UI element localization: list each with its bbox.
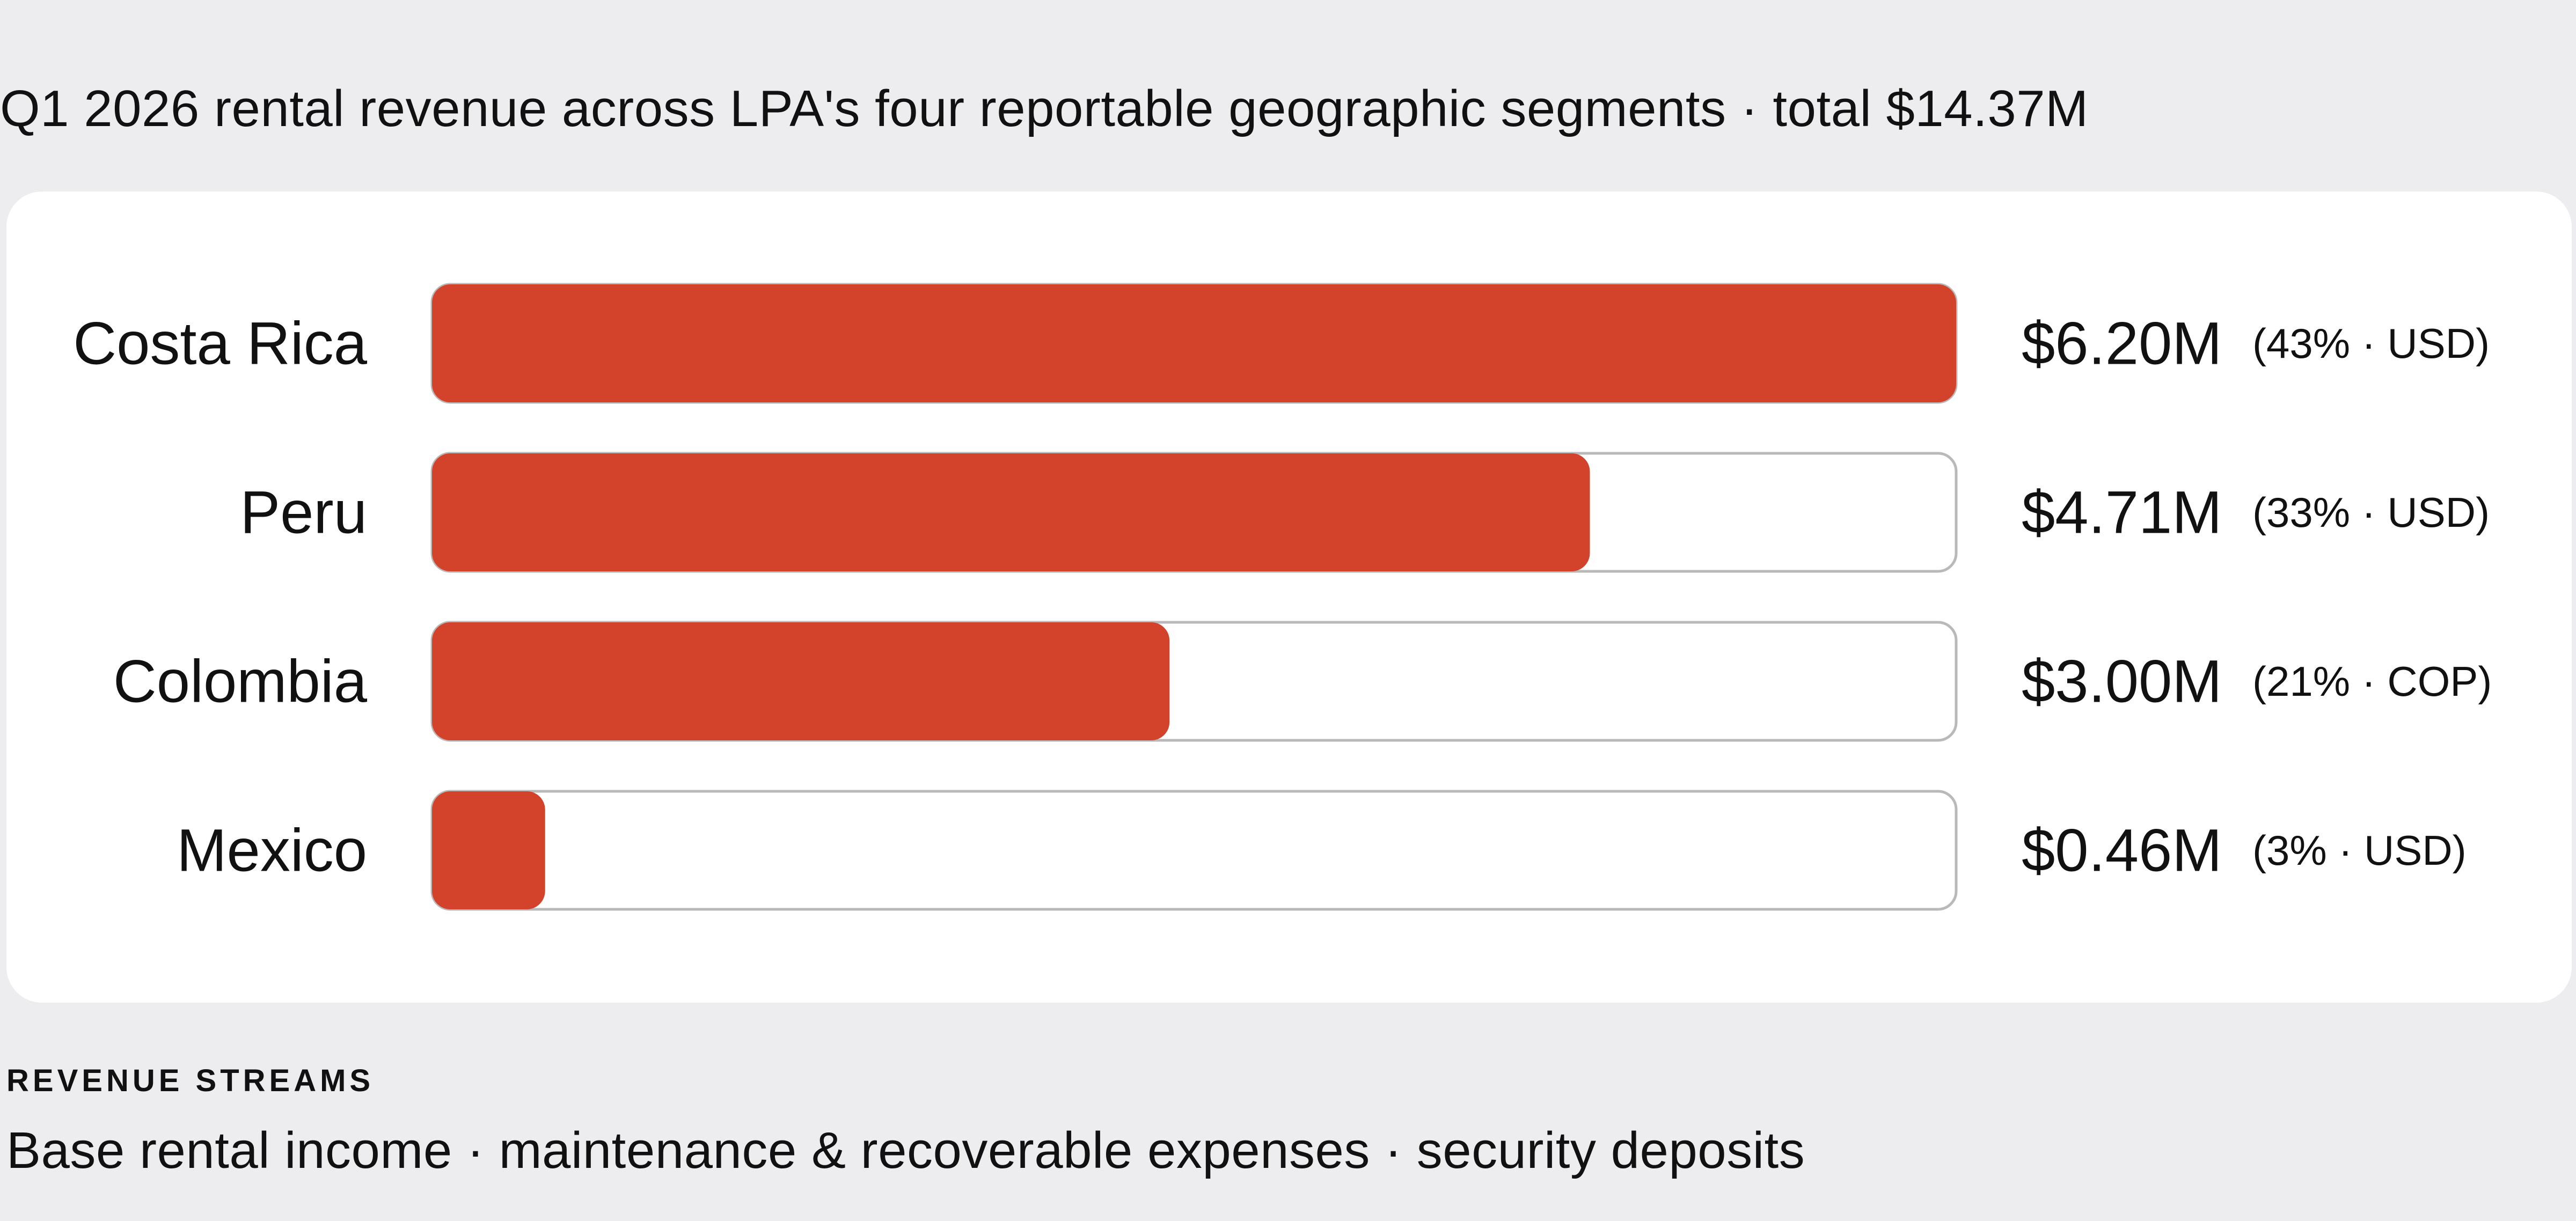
category-label: Colombia <box>113 648 368 715</box>
revenue-streams-heading: REVENUE STREAMS <box>6 1063 375 1098</box>
value-label: $3.00M <box>2022 648 2222 715</box>
share-currency-note: (43% · USD) <box>2252 320 2490 367</box>
bar-chart: Costa Rica $6.20M (43% · USD) Peru $4.71M (33… <box>73 283 2492 911</box>
bar-row-costa-rica: Costa Rica $6.20M (43% · USD) <box>73 283 2490 404</box>
share-currency-note: (21% · COP) <box>2252 658 2492 705</box>
share-currency-note: (33% · USD) <box>2252 489 2490 536</box>
category-label: Peru <box>240 479 367 546</box>
chart-title: Q1 2026 rental revenue across LPA's four… <box>0 80 2089 137</box>
bar <box>432 453 1590 571</box>
revenue-streams-text: Base rental income · maintenance & recov… <box>6 1122 1805 1179</box>
value-label: $6.20M <box>2022 310 2222 377</box>
bar-row-colombia: Colombia $3.00M (21% · COP) <box>113 621 2492 742</box>
value-label: $4.71M <box>2022 479 2222 546</box>
bar-row-peru: Peru $4.71M (33% · USD) <box>240 452 2490 573</box>
share-currency-note: (3% · USD) <box>2252 827 2467 874</box>
value-label: $0.46M <box>2022 817 2222 884</box>
category-label: Mexico <box>177 817 367 884</box>
chart-card: Costa Rica $6.20M (43% · USD) Peru $4.71M (33… <box>6 192 2572 1003</box>
bar-row-mexico: Mexico $0.46M (3% · USD) <box>177 790 2467 911</box>
bar <box>432 622 1170 740</box>
bar <box>432 284 1956 402</box>
bar <box>432 791 545 909</box>
bar-track <box>430 790 1958 911</box>
category-label: Costa Rica <box>73 310 367 377</box>
